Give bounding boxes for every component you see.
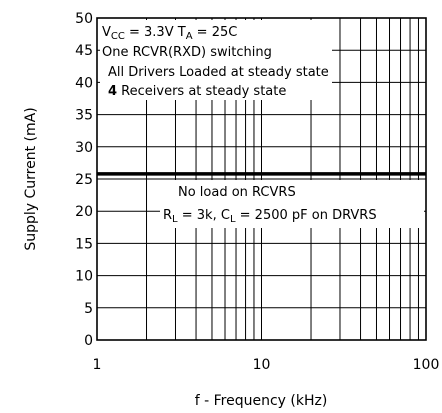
y-tick-label: 5 [84,301,93,317]
x-axis-title: f - Frequency (kHz) [195,393,328,409]
bottom-annotation-bg [160,180,424,228]
y-tick-label: 10 [75,269,93,285]
x-tick-label: 100 [413,357,440,373]
x-tick-label: 1 [93,357,102,373]
annotation-drivers-loaded: All Drivers Loaded at steady state [108,65,329,80]
y-tick-label: 15 [75,236,93,252]
annotation-no-load: No load on RCVRS [178,185,296,200]
y-tick-labels: 0 5 10 15 20 25 30 35 40 45 50 [75,11,93,349]
bottom-annotation: No load on RCVRS RL = 3k, CL = 2500 pF o… [160,180,424,228]
y-tick-label: 20 [75,204,93,220]
y-tick-label: 0 [84,333,93,349]
y-tick-label: 40 [75,75,93,91]
x-tick-labels: 1 10 100 [93,357,440,373]
y-tick-label: 30 [75,140,93,156]
y-axis-title: Supply Current (mA) [23,107,39,250]
annotation-receivers: 4 Receivers at steady state [108,84,286,99]
x-tick-label: 10 [253,357,271,373]
annotation-rcvr-switching: One RCVR(RXD) switching [102,45,272,60]
y-tick-label: 25 [75,172,93,188]
y-tick-label: 50 [75,11,93,27]
annotation-load-values: RL = 3k, CL = 2500 pF on DRVRS [163,208,377,225]
y-tick-label: 45 [75,43,93,59]
top-annotation: VCC = 3.3V TA = 25C One RCVR(RXD) switch… [100,20,332,100]
plot-frame [96,17,427,341]
top-annotation-bg [100,20,332,100]
y-tick-label: 35 [75,108,93,124]
annotation-conditions: VCC = 3.3V TA = 25C [102,25,237,42]
